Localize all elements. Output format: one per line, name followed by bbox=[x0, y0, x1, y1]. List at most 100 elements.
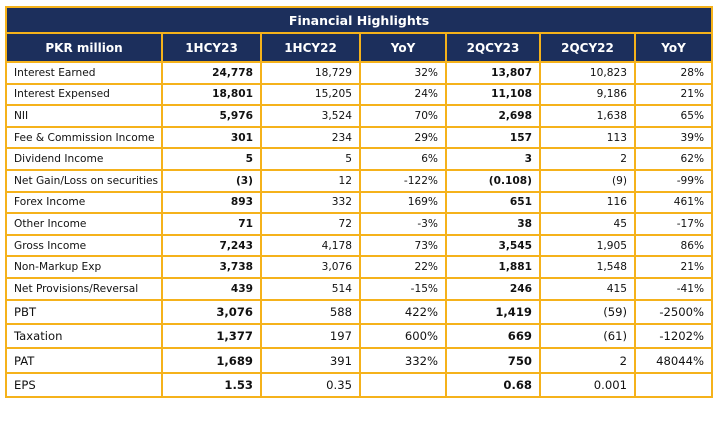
table-title: Financial Highlights bbox=[4, 6, 714, 34]
cell-quarter-yoy: -41% bbox=[633, 276, 714, 301]
cell-2qcy22: 1,548 bbox=[539, 255, 636, 279]
column-header-1hcy22: 1HCY22 bbox=[260, 32, 361, 63]
cell-2qcy22: (59) bbox=[539, 298, 636, 325]
cell-quarter-yoy: -1202% bbox=[633, 322, 714, 350]
cell-quarter-yoy: 21% bbox=[633, 255, 714, 279]
row-label: Taxation bbox=[5, 322, 163, 350]
cell-1hcy23: 301 bbox=[161, 125, 262, 150]
cell-2qcy22: (9) bbox=[539, 168, 636, 193]
cell-half-year-yoy: 73% bbox=[359, 233, 447, 258]
cell-quarter-yoy: -2500% bbox=[633, 298, 714, 325]
cell-quarter-yoy: 39% bbox=[633, 125, 714, 150]
row-label: Non-Markup Exp bbox=[5, 255, 163, 279]
cell-half-year-yoy: 422% bbox=[359, 298, 447, 325]
cell-2qcy23: 651 bbox=[445, 190, 541, 215]
table-row: Other Income 71 72 -3% 38 45 -17% bbox=[5, 212, 714, 236]
cell-1hcy23: 1,377 bbox=[161, 322, 262, 350]
cell-quarter-yoy bbox=[633, 371, 714, 399]
table-row: Fee & Commission Income 301 234 29% 157 113 39… bbox=[5, 125, 714, 150]
row-label: Interest Earned bbox=[5, 61, 163, 85]
column-header-half-year-yoy: YoY bbox=[359, 32, 447, 63]
cell-1hcy23: 5 bbox=[161, 147, 262, 171]
cell-2qcy23: 1,881 bbox=[445, 255, 541, 279]
cell-1hcy23: 3,076 bbox=[161, 298, 262, 325]
row-label: PBT bbox=[5, 298, 163, 325]
cell-1hcy22: 332 bbox=[260, 190, 361, 215]
cell-2qcy22: 1,638 bbox=[539, 104, 636, 128]
cell-1hcy23: 18,801 bbox=[161, 82, 262, 107]
column-header-pkr-million: PKR million bbox=[5, 32, 163, 63]
cell-2qcy22: 113 bbox=[539, 125, 636, 150]
cell-1hcy23: 1.53 bbox=[161, 371, 262, 399]
cell-half-year-yoy: 169% bbox=[359, 190, 447, 215]
cell-1hcy23: 893 bbox=[161, 190, 262, 215]
row-label: Fee & Commission Income bbox=[5, 125, 163, 150]
cell-2qcy23: 246 bbox=[445, 276, 541, 301]
cell-1hcy22: 72 bbox=[260, 212, 361, 236]
table-row: Interest Expensed 18,801 15,205 24% 11,108 9,… bbox=[5, 82, 714, 107]
column-header-quarter-yoy: YoY bbox=[633, 32, 714, 63]
cell-1hcy23: 3,738 bbox=[161, 255, 262, 279]
cell-1hcy22: 514 bbox=[260, 276, 361, 301]
cell-2qcy22: 45 bbox=[539, 212, 636, 236]
cell-2qcy22: 415 bbox=[539, 276, 636, 301]
cell-half-year-yoy: 70% bbox=[359, 104, 447, 128]
cell-half-year-yoy: 24% bbox=[359, 82, 447, 107]
cell-2qcy23: 0.68 bbox=[445, 371, 541, 399]
table-row: Net Gain/Loss on securities (3) 12 -122% (0.… bbox=[5, 168, 714, 193]
cell-half-year-yoy bbox=[359, 371, 447, 399]
cell-2qcy23: 669 bbox=[445, 322, 541, 350]
row-label: Dividend Income bbox=[5, 147, 163, 171]
cell-2qcy22: 0.001 bbox=[539, 371, 636, 399]
cell-1hcy22: 0.35 bbox=[260, 371, 361, 399]
cell-1hcy22: 15,205 bbox=[260, 82, 361, 107]
cell-half-year-yoy: -15% bbox=[359, 276, 447, 301]
cell-half-year-yoy: 29% bbox=[359, 125, 447, 150]
cell-2qcy22: 9,186 bbox=[539, 82, 636, 107]
cell-2qcy22: 10,823 bbox=[539, 61, 636, 85]
cell-quarter-yoy: 86% bbox=[633, 233, 714, 258]
cell-2qcy22: 116 bbox=[539, 190, 636, 215]
cell-half-year-yoy: 6% bbox=[359, 147, 447, 171]
row-label: Other Income bbox=[5, 212, 163, 236]
row-label: Gross Income bbox=[5, 233, 163, 258]
table-body: Interest Earned 24,778 18,729 32% 13,807 10,8… bbox=[5, 61, 714, 399]
cell-1hcy22: 391 bbox=[260, 347, 361, 374]
cell-1hcy23: (3) bbox=[161, 168, 262, 193]
cell-2qcy23: 1,419 bbox=[445, 298, 541, 325]
cell-quarter-yoy: -99% bbox=[633, 168, 714, 193]
cell-1hcy23: 24,778 bbox=[161, 61, 262, 85]
cell-1hcy22: 3,076 bbox=[260, 255, 361, 279]
cell-1hcy22: 4,178 bbox=[260, 233, 361, 258]
cell-1hcy22: 5 bbox=[260, 147, 361, 171]
table-row: Forex Income 893 332 169% 651 116 461% bbox=[5, 190, 714, 215]
cell-2qcy23: 11,108 bbox=[445, 82, 541, 107]
cell-1hcy23: 7,243 bbox=[161, 233, 262, 258]
row-label: Interest Expensed bbox=[5, 82, 163, 107]
cell-quarter-yoy: 65% bbox=[633, 104, 714, 128]
cell-2qcy22: (61) bbox=[539, 322, 636, 350]
cell-quarter-yoy: 28% bbox=[633, 61, 714, 85]
cell-half-year-yoy: 22% bbox=[359, 255, 447, 279]
table-row: Dividend Income 5 5 6% 3 2 62% bbox=[5, 147, 714, 171]
cell-2qcy23: 3,545 bbox=[445, 233, 541, 258]
column-header-2qcy23: 2QCY23 bbox=[445, 32, 541, 63]
column-header-1hcy23: 1HCY23 bbox=[161, 32, 262, 63]
cell-half-year-yoy: 332% bbox=[359, 347, 447, 374]
cell-2qcy23: 2,698 bbox=[445, 104, 541, 128]
cell-1hcy23: 439 bbox=[161, 276, 262, 301]
row-label: NII bbox=[5, 104, 163, 128]
row-label: PAT bbox=[5, 347, 163, 374]
header-row: PKR million 1HCY23 1HCY22 YoY 2QCY23 2QC… bbox=[5, 32, 714, 63]
table-row: NII 5,976 3,524 70% 2,698 1,638 65% bbox=[5, 104, 714, 128]
cell-quarter-yoy: 461% bbox=[633, 190, 714, 215]
row-label: Forex Income bbox=[5, 190, 163, 215]
cell-2qcy23: 3 bbox=[445, 147, 541, 171]
cell-quarter-yoy: -17% bbox=[633, 212, 714, 236]
cell-quarter-yoy: 21% bbox=[633, 82, 714, 107]
cell-1hcy22: 197 bbox=[260, 322, 361, 350]
cell-1hcy22: 12 bbox=[260, 168, 361, 193]
table-row: Gross Income 7,243 4,178 73% 3,545 1,905 86% bbox=[5, 233, 714, 258]
cell-1hcy22: 234 bbox=[260, 125, 361, 150]
column-header-2qcy22: 2QCY22 bbox=[539, 32, 636, 63]
